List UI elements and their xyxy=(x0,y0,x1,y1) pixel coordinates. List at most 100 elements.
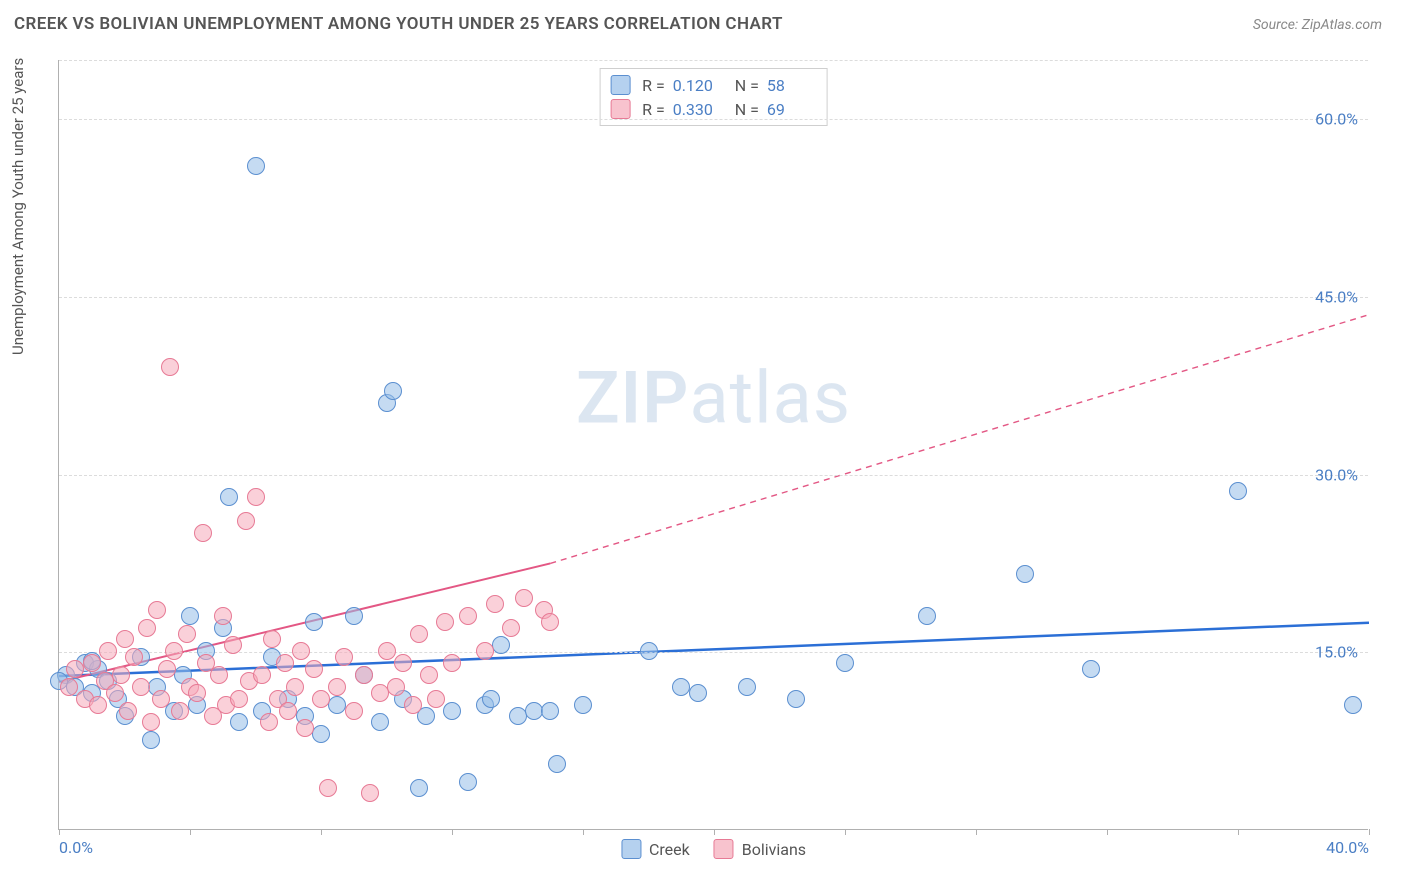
data-point-bolivian xyxy=(178,625,196,643)
data-point-creek xyxy=(482,690,500,708)
data-point-creek xyxy=(247,157,265,175)
data-point-creek xyxy=(738,678,756,696)
data-point-bolivian xyxy=(279,702,297,720)
data-point-bolivian xyxy=(296,719,314,737)
data-point-bolivian xyxy=(276,654,294,672)
data-point-bolivian xyxy=(237,512,255,530)
swatch-creek-icon xyxy=(621,839,641,859)
data-point-creek xyxy=(509,707,527,725)
data-point-bolivian xyxy=(286,678,304,696)
data-point-creek xyxy=(384,382,402,400)
data-point-bolivian xyxy=(378,642,396,660)
data-point-creek xyxy=(142,731,160,749)
data-point-bolivian xyxy=(230,690,248,708)
data-point-bolivian xyxy=(60,678,78,696)
data-point-creek xyxy=(1082,660,1100,678)
data-point-bolivian xyxy=(148,601,166,619)
swatch-bolivian-icon xyxy=(714,839,734,859)
gridline xyxy=(59,60,1368,61)
data-point-bolivian xyxy=(253,666,271,684)
x-tick xyxy=(452,829,453,835)
stats-row-creek: R = 0.120 N = 58 xyxy=(610,73,817,97)
x-tick xyxy=(59,829,60,835)
data-point-creek xyxy=(525,702,543,720)
data-point-bolivian xyxy=(247,488,265,506)
chart-area: Unemployment Among Youth under 25 years … xyxy=(50,50,1380,850)
data-point-bolivian xyxy=(188,684,206,702)
data-point-creek xyxy=(640,642,658,660)
data-point-creek xyxy=(672,678,690,696)
data-point-creek xyxy=(1344,696,1362,714)
data-point-bolivian xyxy=(443,654,461,672)
legend-item-bolivian: Bolivians xyxy=(714,839,806,859)
x-tick xyxy=(321,829,322,835)
data-point-bolivian xyxy=(171,702,189,720)
stats-legend: R = 0.120 N = 58 R = 0.330 N = 69 xyxy=(599,68,828,126)
source-attribution: Source: ZipAtlas.com xyxy=(1253,17,1382,33)
data-point-bolivian xyxy=(112,666,130,684)
x-tick xyxy=(1238,829,1239,835)
data-point-bolivian xyxy=(89,696,107,714)
data-point-creek xyxy=(305,613,323,631)
y-tick-label: 30.0% xyxy=(1315,465,1378,484)
gridline xyxy=(59,475,1368,476)
watermark: ZIPatlas xyxy=(576,356,851,441)
data-point-creek xyxy=(689,684,707,702)
data-point-creek xyxy=(345,607,363,625)
data-point-bolivian xyxy=(427,690,445,708)
data-point-bolivian xyxy=(224,636,242,654)
data-point-bolivian xyxy=(214,607,232,625)
data-point-creek xyxy=(328,696,346,714)
x-tick xyxy=(190,829,191,835)
data-point-bolivian xyxy=(345,702,363,720)
data-point-bolivian xyxy=(142,713,160,731)
data-point-creek xyxy=(220,488,238,506)
scatter-plot: ZIPatlas R = 0.120 N = 58 R = 0.330 N = … xyxy=(58,60,1368,830)
data-point-creek xyxy=(230,713,248,731)
data-point-creek xyxy=(459,773,477,791)
data-point-bolivian xyxy=(319,779,337,797)
x-tick xyxy=(714,829,715,835)
y-tick-label: 15.0% xyxy=(1315,643,1378,662)
data-point-creek xyxy=(1229,482,1247,500)
data-point-bolivian xyxy=(410,625,428,643)
data-point-bolivian xyxy=(361,784,379,802)
data-point-creek xyxy=(548,755,566,773)
data-point-creek xyxy=(787,690,805,708)
chart-header: CREEK VS BOLIVIAN UNEMPLOYMENT AMONG YOU… xyxy=(0,0,1406,42)
data-point-bolivian xyxy=(263,630,281,648)
data-point-bolivian xyxy=(138,619,156,637)
data-point-bolivian xyxy=(305,660,323,678)
data-point-bolivian xyxy=(404,696,422,714)
data-point-creek xyxy=(443,702,461,720)
data-point-creek xyxy=(541,702,559,720)
x-tick xyxy=(845,829,846,835)
data-point-bolivian xyxy=(328,678,346,696)
data-point-bolivian xyxy=(125,648,143,666)
data-point-bolivian xyxy=(436,613,454,631)
data-point-bolivian xyxy=(502,619,520,637)
swatch-creek-icon xyxy=(610,75,630,95)
gridline xyxy=(59,652,1368,653)
data-point-bolivian xyxy=(260,713,278,731)
data-point-bolivian xyxy=(541,613,559,631)
x-tick xyxy=(976,829,977,835)
y-tick-label: 45.0% xyxy=(1315,287,1378,306)
data-point-bolivian xyxy=(486,595,504,613)
data-point-creek xyxy=(181,607,199,625)
data-point-bolivian xyxy=(99,642,117,660)
data-point-bolivian xyxy=(459,607,477,625)
x-tick-label: 40.0% xyxy=(1326,838,1369,857)
x-tick-label: 0.0% xyxy=(59,838,93,857)
y-axis-label: Unemployment Among Youth under 25 years xyxy=(9,58,27,355)
data-point-bolivian xyxy=(132,678,150,696)
chart-title: CREEK VS BOLIVIAN UNEMPLOYMENT AMONG YOU… xyxy=(14,14,783,34)
data-point-bolivian xyxy=(106,684,124,702)
data-point-bolivian xyxy=(312,690,330,708)
data-point-bolivian xyxy=(476,642,494,660)
legend-item-creek: Creek xyxy=(621,839,690,859)
data-point-bolivian xyxy=(515,589,533,607)
data-point-bolivian xyxy=(420,666,438,684)
gridline xyxy=(59,297,1368,298)
data-point-creek xyxy=(371,713,389,731)
